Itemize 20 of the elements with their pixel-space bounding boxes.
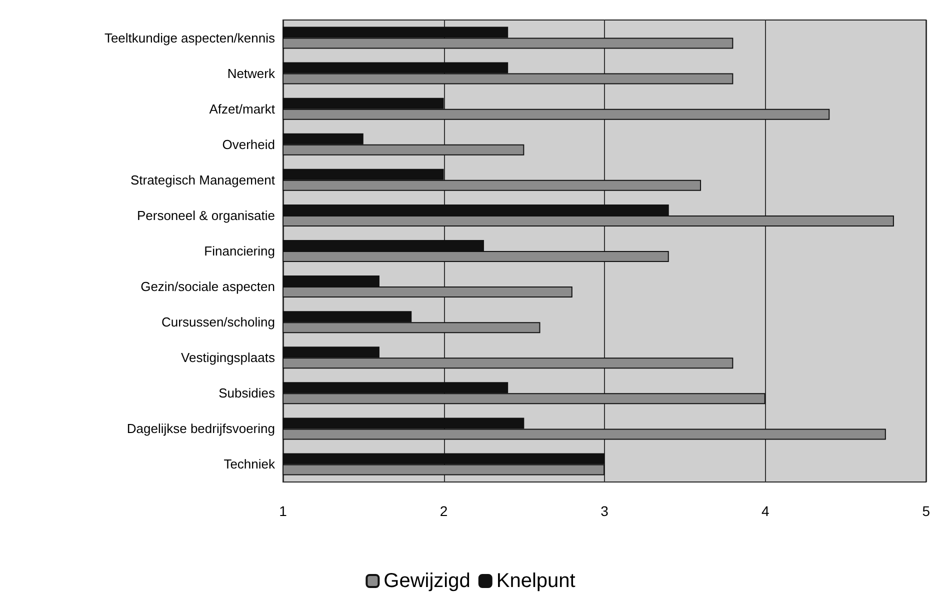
legend-label: Gewijzigd [384, 570, 470, 592]
x-tick-label: 1 [279, 503, 288, 519]
x-tick-label: 4 [761, 503, 770, 519]
y-tick-label: Dagelijkse bedrijfsvoering [126, 421, 275, 436]
y-tick-label: Subsidies [218, 386, 276, 401]
x-tick-label: 2 [440, 503, 448, 519]
y-tick-label: Teeltkundige aspecten/kennis [104, 30, 276, 46]
y-tick-label: Gezin/sociale aspecten [140, 279, 275, 294]
y-tick-label: Netwerk [227, 66, 276, 81]
y-tick-label: Personeel & organisatie [136, 208, 275, 223]
x-tick-label: 3 [600, 503, 609, 519]
y-tick-label: Vestigingsplaats [181, 350, 276, 366]
y-tick-label: Strategisch Management [130, 172, 276, 188]
legend-label: Knelpunt [496, 570, 576, 592]
y-tick-label: Cursussen/scholing [162, 314, 275, 330]
y-tick-label: Techniek [224, 456, 276, 472]
y-tick-label: Financiering [204, 244, 275, 258]
y-tick-label: Overheid [222, 136, 275, 152]
y-tick-label: Afzet/markt [209, 101, 276, 116]
x-tick-label: 5 [922, 503, 930, 519]
